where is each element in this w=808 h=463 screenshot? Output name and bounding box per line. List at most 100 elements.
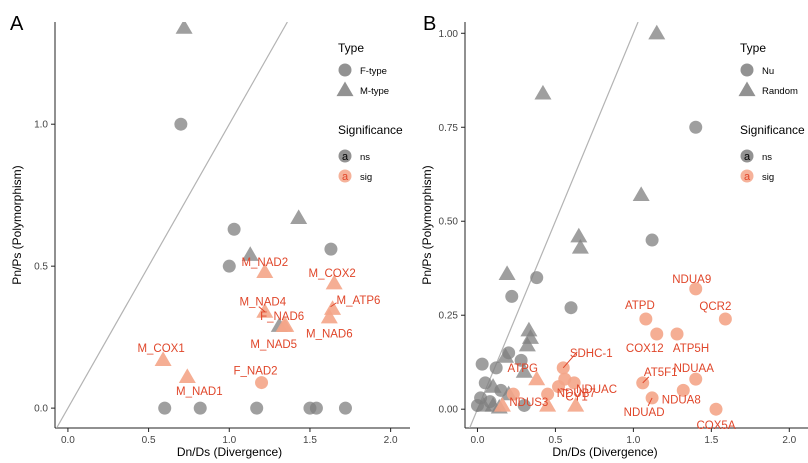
y-axis-label: Pn/Ps (Polymorphism) bbox=[10, 165, 24, 284]
legend-type-key bbox=[738, 81, 756, 97]
label-leader-line bbox=[647, 397, 653, 407]
data-point-circle bbox=[475, 357, 489, 371]
y-tick-label: 0.5 bbox=[34, 262, 48, 273]
data-point-triangle bbox=[571, 239, 589, 254]
y-tick-label: 0.75 bbox=[439, 123, 459, 134]
point-label: M_NAD4 bbox=[239, 297, 286, 309]
data-point-circle bbox=[709, 402, 723, 416]
data-point-triangle bbox=[497, 348, 515, 363]
data-point-circle bbox=[489, 361, 503, 375]
point-label: AT5F1 bbox=[644, 367, 678, 379]
data-point-circle bbox=[645, 233, 659, 247]
point-label: NDUAA bbox=[674, 363, 715, 375]
data-point-circle bbox=[309, 401, 323, 415]
y-tick-label: 1.0 bbox=[34, 120, 48, 131]
reference-line bbox=[469, 22, 639, 428]
data-point-circle bbox=[158, 401, 172, 415]
x-tick-label: 2.0 bbox=[782, 435, 796, 446]
reference-line bbox=[56, 22, 288, 428]
data-point-circle bbox=[222, 259, 236, 273]
data-point-circle bbox=[505, 289, 519, 303]
data-point-circle bbox=[506, 387, 520, 401]
point-label: COX12 bbox=[626, 343, 664, 355]
x-tick-label: 0.0 bbox=[471, 435, 485, 446]
data-point-circle bbox=[552, 380, 566, 394]
legend-type-label: Nu bbox=[762, 66, 774, 77]
data-point-triangle bbox=[515, 363, 533, 378]
data-point-triangle bbox=[290, 209, 308, 225]
point-label: COX5A bbox=[697, 420, 736, 432]
data-point-triangle bbox=[498, 265, 516, 280]
legend-significance-key bbox=[740, 149, 754, 163]
x-tick-label: 2.0 bbox=[384, 435, 398, 446]
data-point-triangle bbox=[154, 351, 172, 366]
point-label: M_NAD6 bbox=[306, 328, 353, 340]
x-tick-label: 1.5 bbox=[303, 435, 317, 446]
data-point-circle bbox=[530, 271, 544, 285]
legend-type-key bbox=[338, 63, 352, 77]
data-point-circle bbox=[517, 398, 531, 412]
legend-significance-key bbox=[338, 169, 352, 183]
data-point-circle bbox=[718, 312, 732, 326]
point-label: ATP5H bbox=[673, 343, 709, 355]
x-axis-label: Dn/Ds (Divergence) bbox=[177, 445, 282, 459]
legend-type-label: F-type bbox=[360, 66, 387, 77]
data-point-circle bbox=[227, 222, 241, 236]
data-point-triangle bbox=[567, 396, 585, 412]
legend-type-key bbox=[336, 81, 354, 97]
point-label: M_NAD2 bbox=[241, 257, 288, 269]
data-point-circle bbox=[650, 327, 664, 341]
point-label: F_NAD6 bbox=[260, 311, 304, 323]
data-point-circle bbox=[564, 301, 578, 315]
data-point-circle bbox=[689, 120, 703, 134]
point-label: ATPD bbox=[625, 300, 655, 312]
legend-type-label: Random bbox=[762, 86, 798, 97]
label-leader-line bbox=[330, 302, 337, 308]
data-point-circle bbox=[174, 117, 188, 131]
legend-significance-glyph: a bbox=[744, 171, 751, 183]
panel-letter: A bbox=[10, 13, 24, 35]
point-label: F_NAD2 bbox=[233, 366, 277, 378]
legend-significance-title: Significance bbox=[740, 123, 805, 137]
x-tick-label: 0.0 bbox=[61, 435, 75, 446]
data-point-circle bbox=[324, 242, 338, 256]
data-point-triangle bbox=[518, 336, 536, 352]
x-tick-label: 1.0 bbox=[626, 435, 640, 446]
data-point-triangle bbox=[241, 246, 259, 261]
point-label: M_NAD1 bbox=[176, 386, 223, 398]
x-axis-label: Dn/Ds (Divergence) bbox=[552, 445, 657, 459]
point-label: SDHC-1 bbox=[570, 348, 613, 360]
point-label: M_NAD5 bbox=[250, 339, 297, 351]
legend-significance-glyph: a bbox=[744, 151, 751, 163]
legend-type-label: M-type bbox=[360, 86, 389, 97]
point-label: NDUB7 bbox=[557, 388, 596, 400]
panel-b: B 0.0 0.5 1.0 1.5 2.0 0.00 0.25 0.50 0.75 1.00 Dn/D… bbox=[420, 13, 808, 459]
y-axis-label: Pn/Ps (Polymorphism) bbox=[420, 165, 434, 284]
legend-significance-label: sig bbox=[762, 172, 774, 183]
data-point-circle bbox=[676, 383, 690, 397]
panel-letter: B bbox=[423, 13, 436, 35]
data-point-circle bbox=[670, 327, 684, 341]
legend-type-key bbox=[740, 63, 754, 77]
label-leader-line bbox=[642, 376, 650, 384]
data-point-circle bbox=[255, 376, 269, 390]
point-label: NDUS3 bbox=[509, 397, 548, 409]
point-label: NDUAD bbox=[624, 407, 665, 419]
y-tick-label: 0.0 bbox=[34, 404, 48, 415]
point-label: NDUAC bbox=[576, 384, 617, 396]
data-point-triangle bbox=[528, 370, 546, 386]
point-label: M_COX2 bbox=[309, 268, 356, 280]
legend-significance-label: sig bbox=[360, 172, 372, 183]
legend-significance-glyph: a bbox=[342, 151, 349, 163]
data-point-triangle bbox=[493, 396, 511, 412]
data-point-circle bbox=[689, 282, 703, 296]
data-point-triangle bbox=[256, 263, 274, 278]
legend-type-title: Type bbox=[740, 41, 766, 55]
data-point-circle bbox=[689, 372, 703, 386]
point-label: ATPG bbox=[507, 363, 538, 375]
legend-significance-glyph: a bbox=[342, 171, 349, 183]
data-point-triangle bbox=[256, 303, 274, 318]
data-point-triangle bbox=[484, 378, 502, 393]
point-label: M_COX1 bbox=[137, 343, 184, 355]
